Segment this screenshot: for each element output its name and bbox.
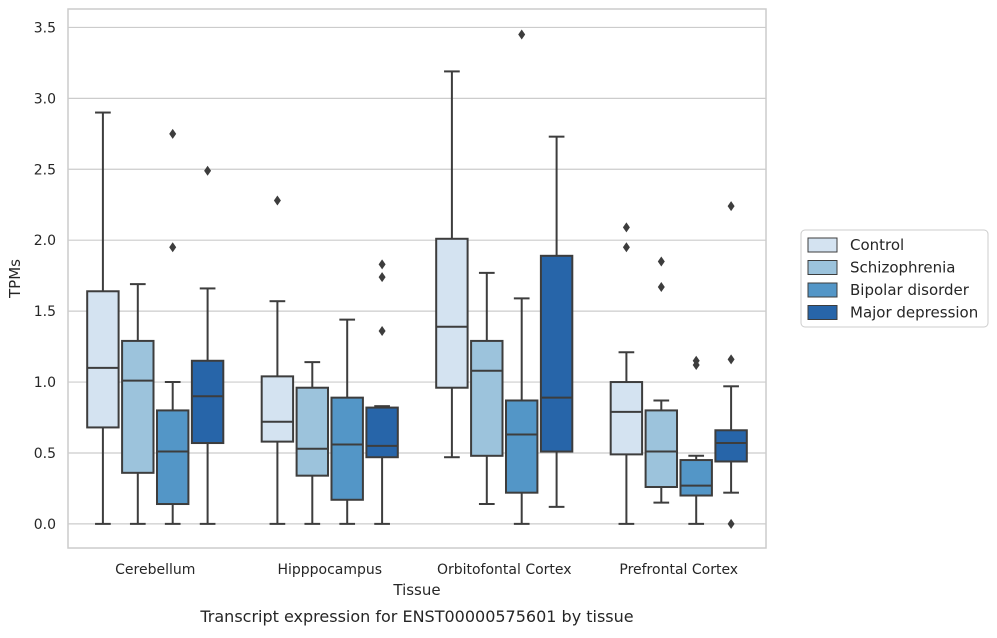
outlier-point — [204, 165, 212, 176]
x-tick-label: Prefrontal Cortex — [619, 562, 738, 578]
legend-swatch — [807, 305, 838, 320]
box-body — [435, 237, 469, 389]
x-axis-title: Tissue — [392, 581, 440, 599]
box-0-1 — [260, 195, 295, 525]
box-body — [190, 359, 225, 445]
y-tick-label: 0.0 — [34, 517, 56, 533]
outlier-point — [378, 272, 386, 283]
box-body — [714, 429, 748, 463]
y-tick-label: 1.5 — [34, 304, 56, 320]
plot-frame — [67, 8, 767, 549]
box-body — [644, 409, 679, 489]
box-0-0 — [86, 111, 120, 525]
box-body — [609, 381, 644, 456]
box-body — [365, 406, 399, 459]
y-tick-label: 2.0 — [34, 233, 56, 249]
legend-swatch — [807, 237, 838, 253]
x-tick-labels: Cerebellum Hipppocampus Orbitofontal Corte… — [115, 562, 738, 578]
y-tick-label: 2.5 — [34, 162, 56, 178]
box-0-3 — [609, 222, 644, 525]
outlier-point — [378, 325, 386, 336]
box-body — [539, 254, 574, 453]
legend-swatch — [807, 260, 838, 275]
box-3-0 — [190, 165, 225, 525]
x-tick-label: Cerebellum — [115, 562, 195, 578]
y-tick-label: 3.0 — [34, 91, 56, 107]
box-2-0 — [155, 128, 190, 525]
outlier-point — [727, 518, 735, 529]
box-body — [155, 409, 190, 506]
outlier-point — [657, 282, 665, 293]
y-tick-labels: 0.0 0.5 1.0 1.5 2.0 2.5 3.0 3.5 — [34, 20, 56, 532]
legend-swatch — [807, 282, 838, 298]
box-1-3 — [644, 256, 679, 504]
y-axis-title: TPMs — [6, 259, 24, 299]
legend-frame — [800, 229, 989, 328]
legend-label: Schizophrenia — [850, 259, 955, 277]
box-1-1 — [295, 361, 330, 525]
outlier-point — [518, 29, 526, 40]
box-body — [470, 339, 504, 457]
box-0-2 — [435, 70, 469, 459]
outlier-point — [622, 242, 630, 253]
box-3-2 — [539, 135, 574, 508]
legend-label: Control — [850, 236, 904, 254]
box-3-1 — [365, 259, 399, 525]
box-body — [121, 339, 155, 474]
box-body — [260, 375, 295, 443]
legend-label: Bipolar disorder — [850, 281, 970, 299]
outlier-point — [378, 259, 386, 270]
x-tick-label: Hipppocampus — [277, 562, 382, 578]
box-2-1 — [330, 318, 364, 525]
x-tick-label: Orbitofontal Cortex — [437, 562, 572, 578]
box-body — [504, 399, 539, 494]
box-body — [295, 386, 330, 477]
y-tick-label: 3.5 — [34, 20, 56, 36]
outlier-point — [727, 201, 735, 212]
legend-label: Major depression — [850, 304, 978, 322]
box-body — [86, 290, 120, 429]
y-tick-label: 0.5 — [34, 446, 56, 462]
box-1-0 — [121, 283, 155, 525]
legend: Control Schizophrenia Bipolar disorder Majo… — [800, 229, 989, 328]
outlier-point — [727, 354, 735, 365]
box-1-2 — [470, 271, 504, 506]
box-body — [330, 396, 364, 501]
box-2-3 — [679, 355, 713, 525]
box-body — [679, 459, 713, 497]
box-3-3 — [714, 201, 748, 529]
box-2-2 — [504, 29, 539, 525]
y-tick-label: 1.0 — [34, 375, 56, 391]
outlier-point — [622, 222, 630, 233]
outlier-point — [692, 355, 700, 366]
outlier-point — [273, 195, 281, 206]
box-layer — [86, 29, 748, 529]
chart-caption: Transcript expression for ENST0000057560… — [199, 607, 633, 626]
outlier-point — [657, 256, 665, 267]
outlier-point — [169, 242, 177, 253]
outlier-point — [169, 128, 177, 139]
